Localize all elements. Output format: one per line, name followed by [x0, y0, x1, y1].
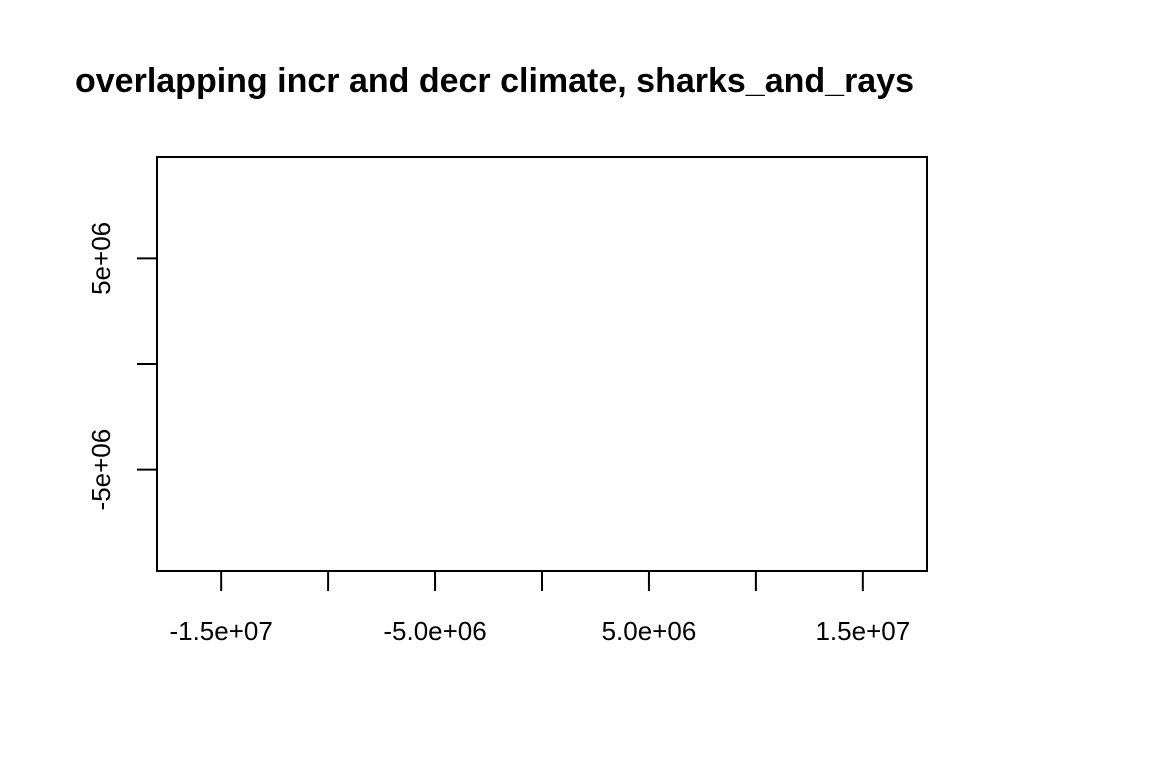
x-tick-label: 5.0e+06 — [602, 616, 697, 646]
y-tick-label: 5e+06 — [86, 222, 116, 295]
chart-title: overlapping incr and decr climate, shark… — [75, 62, 914, 100]
x-tick-label: -5.0e+06 — [383, 616, 486, 646]
y-tick-label: -5e+06 — [86, 429, 116, 511]
x-axis: -1.5e+07 -5.0e+06 5.0e+06 1.5e+07 — [169, 571, 910, 646]
x-tick-label: -1.5e+07 — [169, 616, 272, 646]
plot-area-frame — [156, 156, 928, 572]
y-axis: -5e+06 5e+06 — [86, 222, 157, 511]
x-tick-label: 1.5e+07 — [815, 616, 910, 646]
